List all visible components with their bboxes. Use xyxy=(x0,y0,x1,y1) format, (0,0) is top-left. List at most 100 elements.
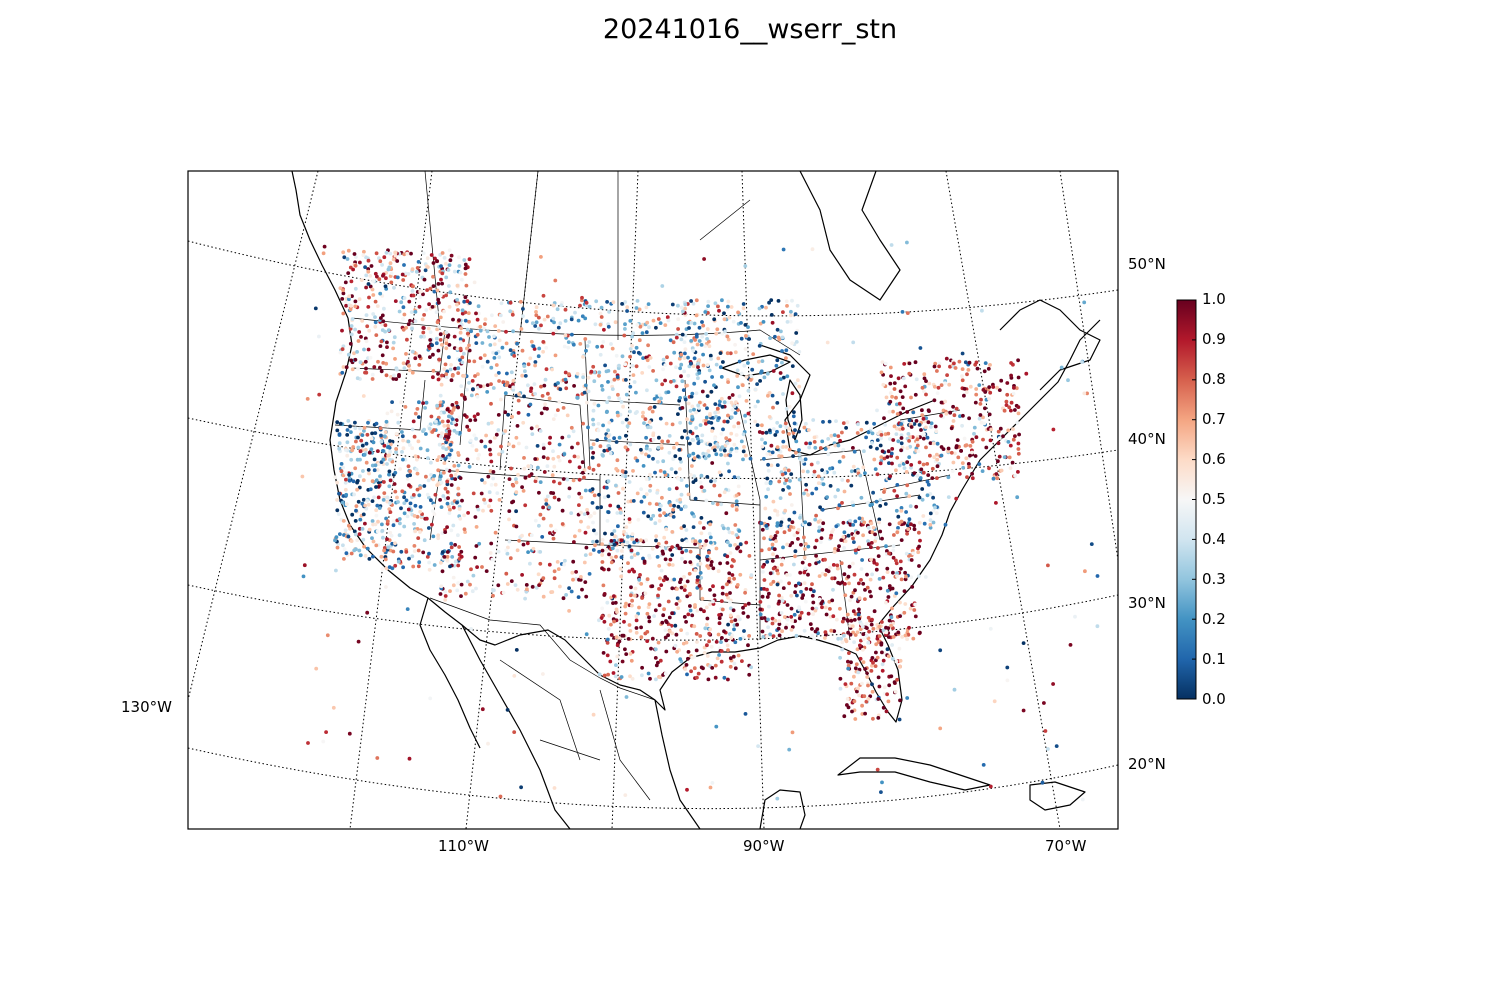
station-point xyxy=(379,554,384,559)
station-point xyxy=(410,554,415,559)
station-point xyxy=(955,438,960,442)
station-point xyxy=(587,304,592,309)
station-point xyxy=(644,477,649,482)
station-point xyxy=(591,548,596,552)
station-point xyxy=(776,626,781,631)
station-point xyxy=(451,408,456,412)
station-point xyxy=(966,368,971,372)
station-point xyxy=(935,452,939,457)
station-point xyxy=(895,530,900,535)
station-point xyxy=(625,424,630,429)
station-point xyxy=(724,436,729,441)
station-point xyxy=(935,464,940,469)
station-point xyxy=(814,538,819,543)
station-point xyxy=(490,313,494,318)
station-point xyxy=(777,479,782,484)
station-point xyxy=(925,435,930,440)
station-point xyxy=(384,276,388,281)
station-point xyxy=(838,438,842,443)
station-point xyxy=(552,320,556,325)
station-point xyxy=(496,329,501,333)
meridian-130w xyxy=(188,171,319,701)
station-point xyxy=(528,356,533,361)
station-point xyxy=(756,744,760,748)
station-point xyxy=(404,352,408,356)
station-point xyxy=(863,667,867,671)
station-point xyxy=(808,441,812,446)
station-point xyxy=(624,378,628,382)
station-point xyxy=(726,304,730,309)
station-point xyxy=(981,415,985,420)
station-point xyxy=(632,350,636,355)
station-point xyxy=(691,348,696,353)
station-point xyxy=(551,417,556,421)
station-point xyxy=(353,327,357,332)
station-point xyxy=(932,398,937,403)
station-point xyxy=(841,455,846,459)
station-point xyxy=(438,400,443,405)
station-point xyxy=(703,379,707,384)
station-point xyxy=(741,432,746,437)
station-point xyxy=(606,380,610,384)
station-point xyxy=(345,257,350,261)
station-point xyxy=(355,480,359,485)
station-point xyxy=(724,638,729,643)
station-point xyxy=(813,608,818,613)
station-point xyxy=(857,581,861,586)
station-point xyxy=(671,340,676,345)
station-point xyxy=(614,554,618,559)
station-point xyxy=(809,462,814,467)
station-point xyxy=(713,436,717,441)
station-point xyxy=(427,495,431,500)
station-point xyxy=(708,602,712,607)
station-point xyxy=(380,313,385,318)
station-point xyxy=(698,400,702,405)
station-point xyxy=(533,360,538,364)
station-point xyxy=(905,483,910,488)
station-point xyxy=(463,272,468,276)
station-point xyxy=(589,369,594,374)
station-point xyxy=(944,411,949,416)
station-point xyxy=(1085,391,1089,396)
station-point xyxy=(746,411,751,416)
station-point xyxy=(683,302,688,307)
station-point xyxy=(641,464,646,468)
station-point xyxy=(787,404,792,409)
station-point xyxy=(706,449,711,453)
station-point xyxy=(627,421,632,426)
station-point xyxy=(824,568,829,573)
station-point xyxy=(764,524,769,528)
station-point xyxy=(606,434,611,438)
station-point xyxy=(784,445,789,449)
station-point xyxy=(899,577,904,582)
station-point xyxy=(373,271,378,276)
station-point xyxy=(575,371,580,376)
station-point xyxy=(878,504,883,508)
station-point xyxy=(431,375,435,380)
station-point xyxy=(541,505,545,510)
station-point xyxy=(979,420,984,425)
station-point xyxy=(793,549,798,554)
station-point xyxy=(891,544,896,548)
station-point xyxy=(733,350,738,355)
station-point xyxy=(888,399,893,404)
station-point xyxy=(357,532,362,537)
station-point xyxy=(869,669,874,673)
station-point xyxy=(511,499,516,504)
station-point xyxy=(656,317,661,321)
station-point xyxy=(789,606,794,611)
station-point xyxy=(921,436,926,441)
station-point xyxy=(447,263,452,267)
station-point xyxy=(392,335,397,340)
station-point xyxy=(859,578,863,582)
station-point xyxy=(872,457,877,462)
station-point xyxy=(341,311,346,316)
station-point xyxy=(746,361,750,365)
station-point xyxy=(343,280,348,285)
station-point xyxy=(616,491,621,495)
station-point xyxy=(609,555,614,560)
station-point xyxy=(449,483,454,487)
station-point xyxy=(442,367,447,371)
station-point xyxy=(877,517,882,522)
station-point xyxy=(925,462,930,466)
